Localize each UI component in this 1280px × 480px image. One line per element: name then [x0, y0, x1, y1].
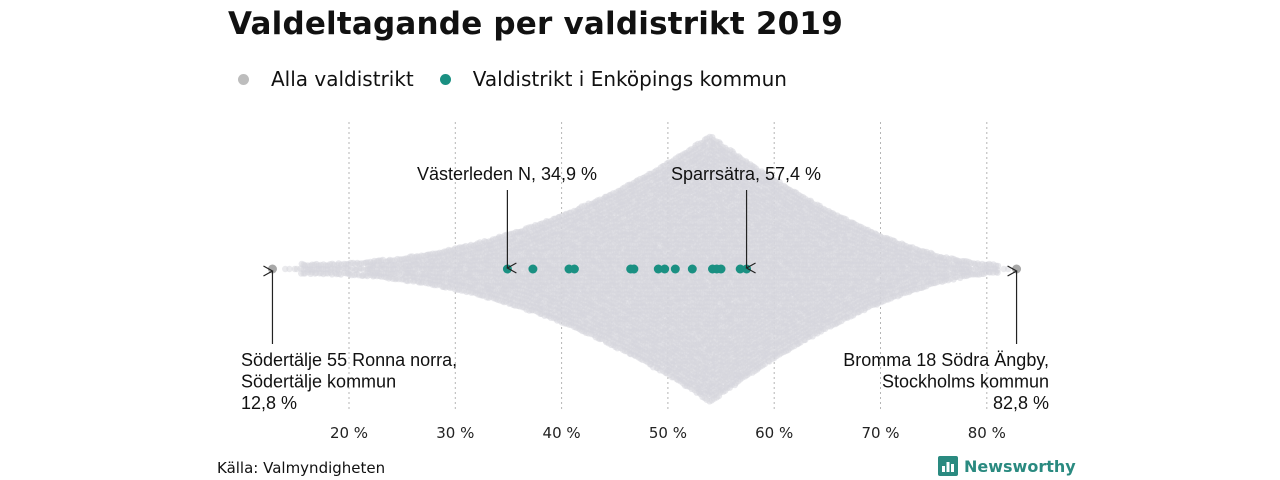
- legend-label-all: Alla valdistrikt: [271, 67, 414, 91]
- legend: Alla valdistrikt Valdistrikt i Enköpings…: [238, 67, 813, 91]
- legend-dot-enkoping: [439, 73, 451, 85]
- legend-item-all: Alla valdistrikt: [238, 67, 414, 91]
- chart-title: Valdeltagande per valdistrikt 2019: [228, 6, 843, 42]
- legend-label-enkoping: Valdistrikt i Enköpings kommun: [472, 67, 787, 91]
- legend-item-enkoping: Valdistrikt i Enköpings kommun: [439, 67, 787, 91]
- legend-dot-all: [238, 73, 249, 85]
